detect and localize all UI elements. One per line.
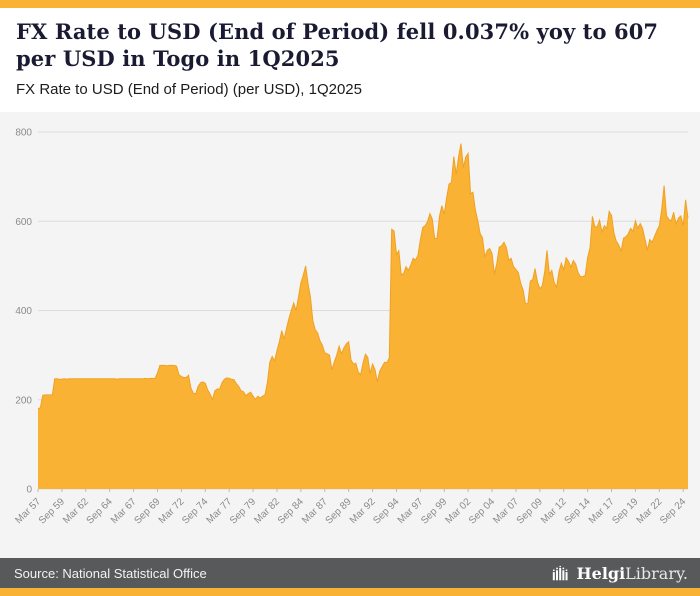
- source-note: Source: National Statistical Office: [14, 565, 207, 581]
- header: FX Rate to USD (End of Period) fell 0.03…: [0, 8, 700, 112]
- helgi-library-logo: HelgiLibrary.: [551, 564, 688, 583]
- svg-text:Sep 24: Sep 24: [658, 496, 688, 526]
- logo-text-helgi: Helgi: [576, 563, 626, 583]
- top-accent-bar: [0, 0, 700, 8]
- svg-text:0: 0: [26, 485, 32, 496]
- logo-text-library: Library.: [625, 563, 688, 583]
- svg-text:600: 600: [15, 217, 32, 228]
- svg-text:Sep 69: Sep 69: [132, 496, 162, 526]
- svg-text:400: 400: [15, 306, 32, 317]
- chart-subtitle: FX Rate to USD (End of Period) (per USD)…: [16, 81, 362, 98]
- svg-text:Sep 04: Sep 04: [467, 496, 497, 526]
- svg-text:Sep 74: Sep 74: [180, 496, 210, 526]
- svg-text:Sep 09: Sep 09: [515, 496, 545, 526]
- footer: Source: National Statistical Office Helg…: [0, 558, 700, 588]
- svg-text:Sep 59: Sep 59: [37, 496, 67, 526]
- svg-text:200: 200: [15, 395, 32, 406]
- svg-text:Sep 14: Sep 14: [563, 496, 593, 526]
- page-title: FX Rate to USD (End of Period) fell 0.03…: [16, 19, 659, 71]
- svg-text:Sep 89: Sep 89: [324, 496, 354, 526]
- bottom-accent-bar: [0, 588, 700, 596]
- helgi-building-icon: [552, 565, 568, 581]
- svg-text:Sep 99: Sep 99: [419, 496, 449, 526]
- svg-text:Sep 19: Sep 19: [610, 496, 640, 526]
- chart-section: 0 200 400 600 800 Mar 57 Sep 59 Mar 62 Sep 64 Mar…: [0, 112, 700, 558]
- svg-text:Sep 94: Sep 94: [371, 496, 401, 526]
- svg-text:Sep 79: Sep 79: [228, 496, 258, 526]
- svg-text:800: 800: [15, 128, 32, 139]
- svg-text:Sep 64: Sep 64: [85, 496, 115, 526]
- svg-text:Sep 84: Sep 84: [276, 496, 306, 526]
- logo-text: HelgiLibrary.: [577, 564, 688, 583]
